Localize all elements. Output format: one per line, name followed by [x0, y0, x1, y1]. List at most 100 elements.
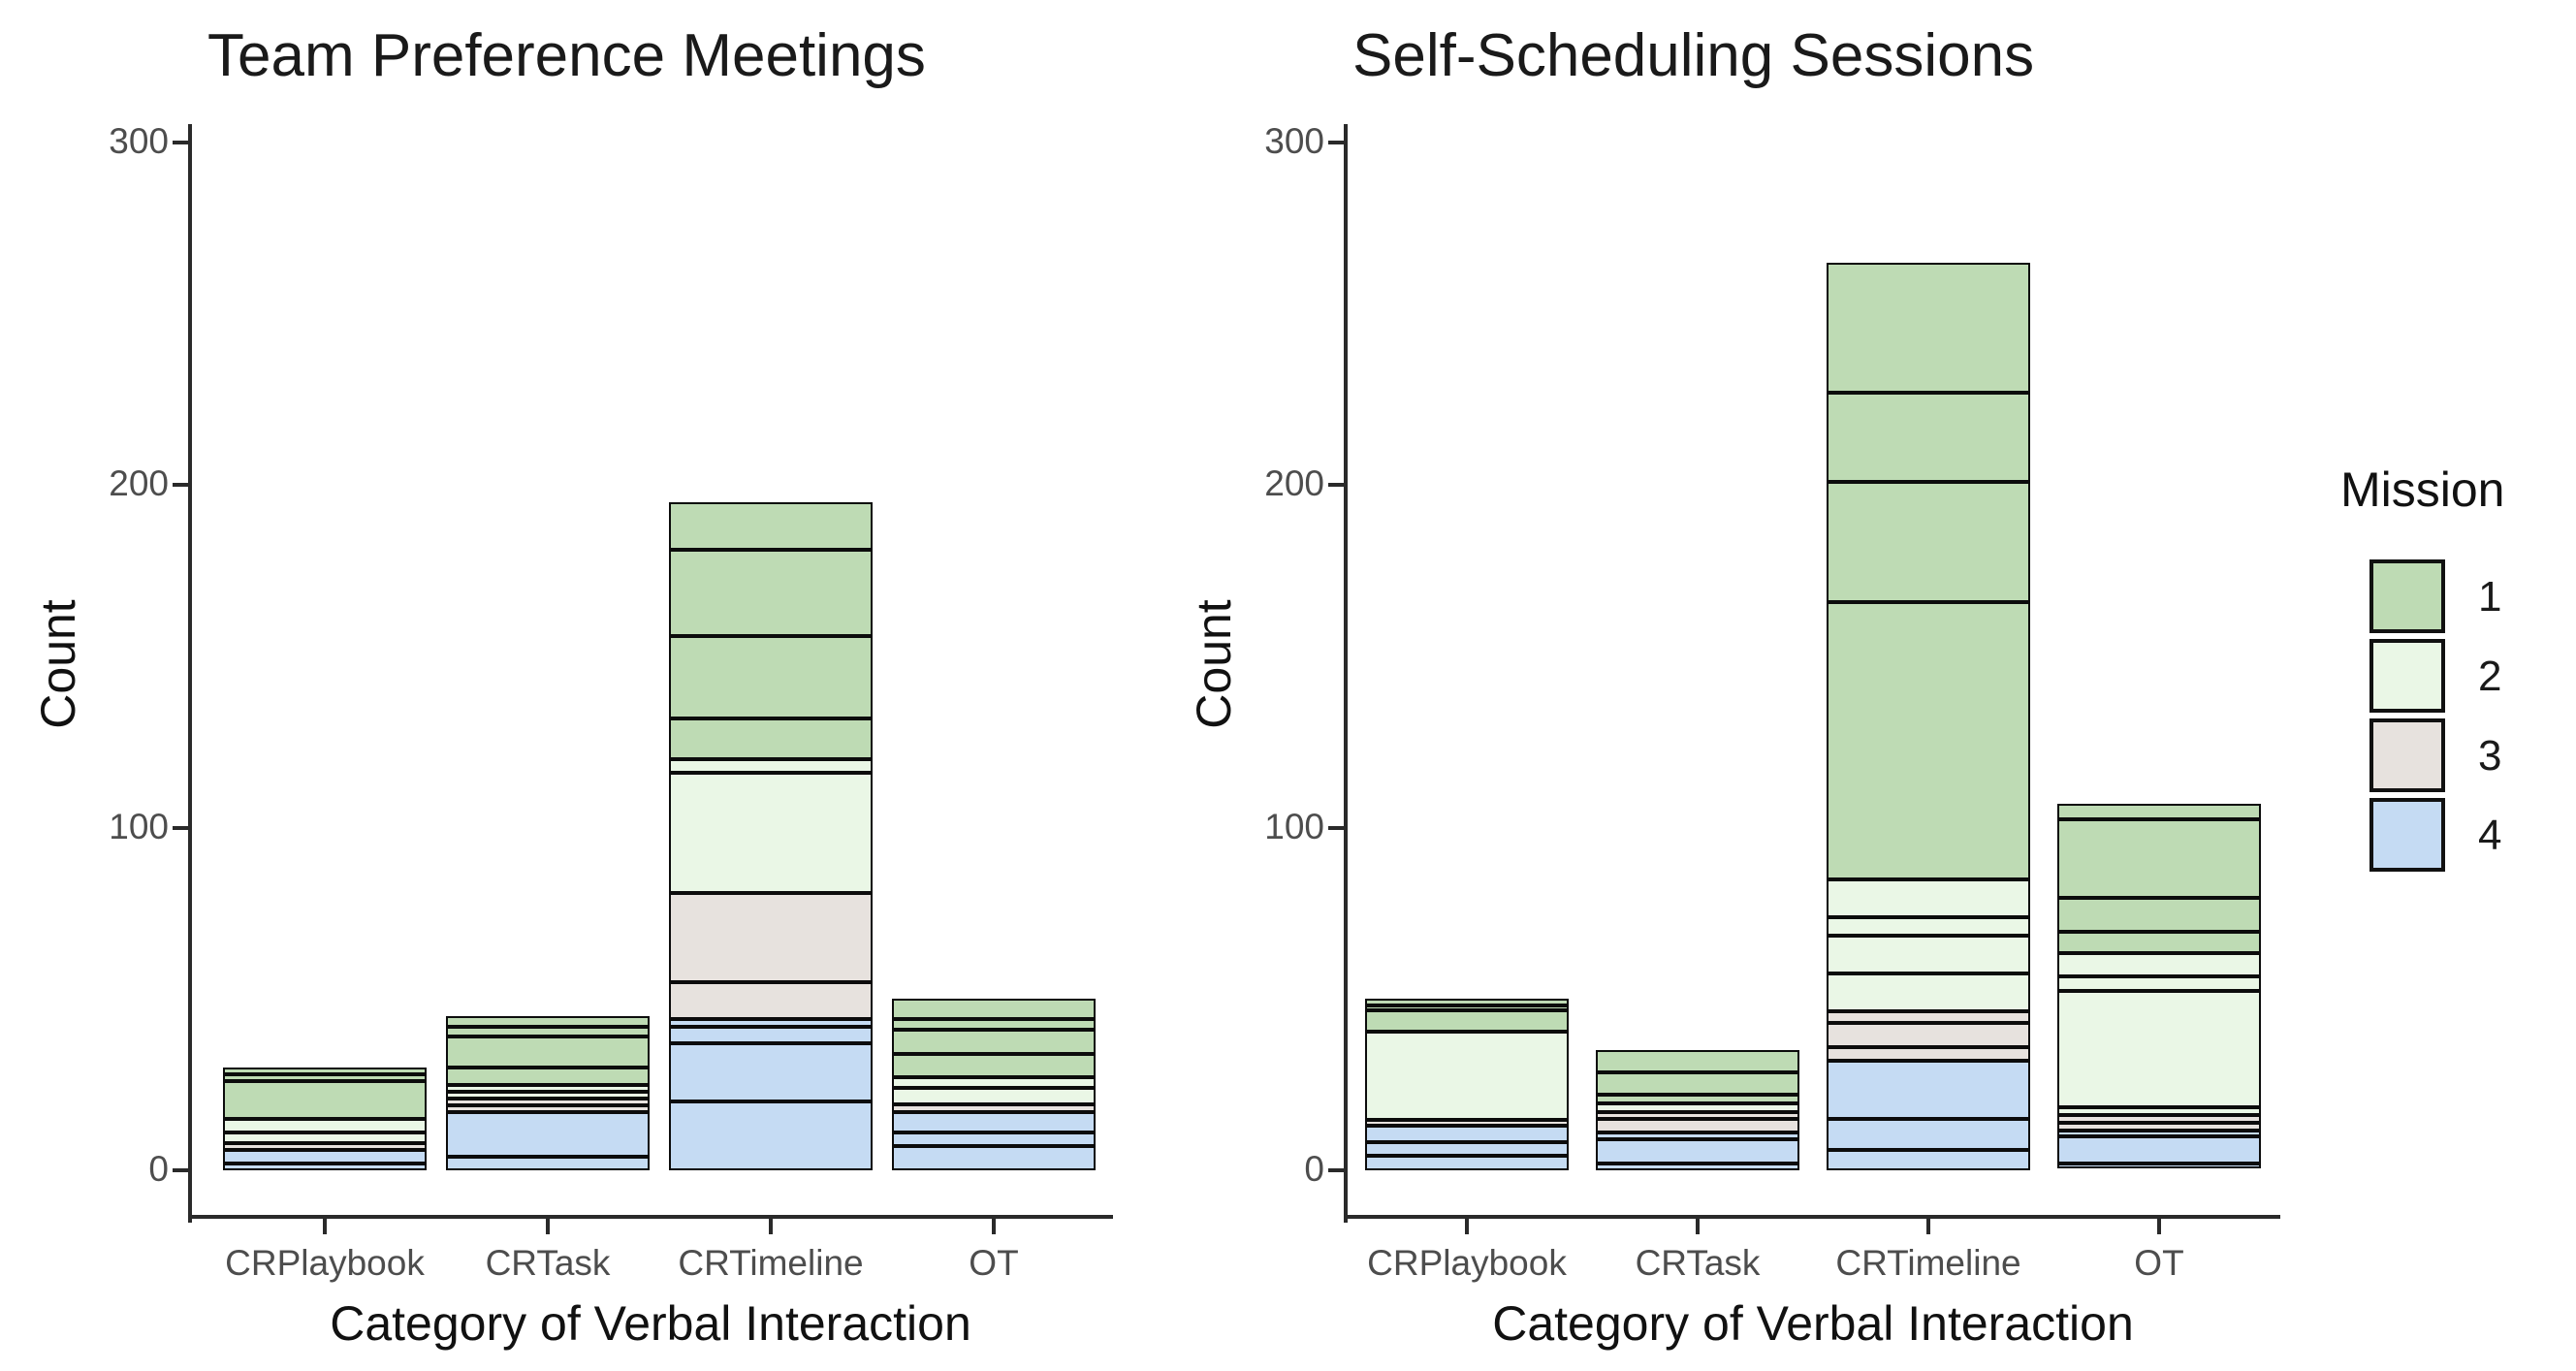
bar-segment-mission-2	[446, 1084, 650, 1092]
legend-label-mission-2: 2	[2478, 653, 2502, 700]
x-tick-mark	[1465, 1219, 1469, 1234]
bar-OT	[892, 999, 1096, 1170]
y-tick-mark	[1328, 826, 1344, 830]
bar-segment-mission-1	[1596, 1071, 1799, 1095]
bar-segment-mission-2	[892, 1087, 1096, 1105]
bar-segment-mission-3	[1827, 1023, 2030, 1048]
bar-segment-mission-1	[2057, 804, 2261, 819]
bar-segment-mission-4	[669, 1026, 873, 1044]
bar-segment-mission-1	[446, 1016, 650, 1027]
bar-OT	[2057, 804, 2261, 1170]
bar-segment-mission-3	[446, 1098, 650, 1105]
bar-CRTimeline	[1827, 263, 2030, 1171]
bar-segment-mission-1	[1827, 482, 2030, 602]
bar-segment-mission-4	[669, 1043, 873, 1102]
x-tick-label: OT	[969, 1243, 1019, 1283]
bar-segment-mission-1	[669, 550, 873, 636]
x-tick-label: OT	[2134, 1243, 2184, 1283]
bar-segment-mission-4	[2057, 1135, 2261, 1164]
x-tick-label: CRTimeline	[678, 1243, 864, 1283]
bar-segment-mission-4	[1365, 1142, 1569, 1157]
bar-segment-mission-4	[1596, 1138, 1799, 1164]
bar-CRPlaybook	[1365, 999, 1569, 1170]
right-x-axis-title: Category of Verbal Interaction	[1492, 1296, 2134, 1351]
bar-segment-mission-4	[446, 1111, 650, 1157]
bar-segment-mission-1	[446, 1036, 650, 1068]
legend-label-mission-4: 4	[2478, 812, 2502, 859]
y-axis-line	[1344, 124, 1348, 1223]
right-chart-title: Self-Scheduling Sessions	[1352, 22, 2035, 89]
bar-segment-mission-4	[223, 1149, 427, 1164]
bar-segment-mission-1	[1596, 1094, 1799, 1103]
y-tick-mark	[173, 483, 188, 487]
bar-segment-mission-1	[892, 999, 1096, 1020]
bar-segment-mission-1	[223, 1081, 427, 1119]
x-tick-mark	[769, 1219, 773, 1234]
bar-segment-mission-1	[1827, 393, 2030, 483]
legend-swatch-mission-3	[2369, 718, 2445, 792]
x-axis-line	[1344, 1215, 2280, 1219]
bar-segment-mission-4	[669, 1101, 873, 1170]
bar-segment-mission-1	[892, 1019, 1096, 1030]
bar-segment-mission-3	[2057, 1115, 2261, 1123]
legend-swatch-mission-1	[2369, 559, 2445, 633]
bar-segment-mission-1	[2057, 818, 2261, 899]
bar-segment-mission-2	[892, 1077, 1096, 1088]
bar-segment-mission-3	[669, 981, 873, 1020]
bar-segment-mission-4	[892, 1111, 1096, 1132]
bar-CRTask	[1596, 1050, 1799, 1170]
bar-segment-mission-2	[1365, 1031, 1569, 1121]
bar-segment-mission-3	[1365, 1120, 1569, 1126]
legend-label-mission-1: 1	[2478, 573, 2502, 621]
left-x-axis-title: Category of Verbal Interaction	[330, 1296, 971, 1351]
bar-segment-mission-2	[2057, 976, 2261, 991]
bar-segment-mission-1	[1596, 1050, 1799, 1072]
legend-swatch-mission-2	[2369, 639, 2445, 713]
legend-label-mission-3: 3	[2478, 732, 2502, 780]
bar-segment-mission-2	[669, 773, 873, 893]
y-tick-mark	[173, 1168, 188, 1172]
bar-segment-mission-2	[2057, 1106, 2261, 1116]
x-tick-label: CRTimeline	[1835, 1243, 2021, 1283]
bar-segment-mission-1	[1365, 999, 1569, 1006]
y-tick-mark	[1328, 141, 1344, 144]
bar-segment-mission-2	[1827, 878, 2030, 917]
bar-segment-mission-3	[223, 1142, 427, 1150]
y-tick-mark	[1328, 1168, 1344, 1172]
bar-segment-mission-1	[2057, 898, 2261, 933]
y-axis-line	[188, 124, 192, 1223]
bar-CRTask	[446, 1016, 650, 1170]
bar-segment-mission-3	[1827, 1010, 2030, 1024]
bar-segment-mission-4	[1596, 1132, 1799, 1139]
y-tick-label: 200	[1264, 463, 1324, 503]
y-tick-mark	[173, 826, 188, 830]
y-tick-label: 100	[109, 807, 169, 846]
bar-segment-mission-4	[446, 1156, 650, 1170]
bar-segment-mission-3	[2057, 1122, 2261, 1132]
bar-segment-mission-4	[1596, 1163, 1799, 1170]
bar-segment-mission-2	[669, 758, 873, 774]
y-tick-label: 300	[1264, 121, 1324, 161]
x-tick-label: CRPlaybook	[1367, 1243, 1567, 1283]
bar-segment-mission-3	[892, 1104, 1096, 1112]
x-tick-mark	[1926, 1219, 1930, 1234]
bar-segment-mission-1	[1827, 601, 2030, 879]
bar-segment-mission-4	[669, 1019, 873, 1027]
bar-segment-mission-2	[223, 1132, 427, 1143]
y-tick-mark	[1328, 483, 1344, 487]
x-tick-mark	[992, 1219, 996, 1234]
bar-segment-mission-4	[2057, 1131, 2261, 1136]
bar-segment-mission-3	[1596, 1118, 1799, 1132]
bar-segment-mission-4	[892, 1132, 1096, 1146]
x-tick-mark	[323, 1219, 327, 1234]
bar-segment-mission-4	[892, 1145, 1096, 1170]
bar-segment-mission-2	[446, 1091, 650, 1099]
bar-segment-mission-1	[669, 717, 873, 759]
bar-segment-mission-2	[1827, 936, 2030, 974]
bar-segment-mission-1	[669, 635, 873, 718]
y-tick-label: 300	[109, 121, 169, 161]
legend-swatch-mission-4	[2369, 798, 2445, 872]
bar-segment-mission-4	[1365, 1156, 1569, 1170]
bar-segment-mission-2	[223, 1118, 427, 1133]
